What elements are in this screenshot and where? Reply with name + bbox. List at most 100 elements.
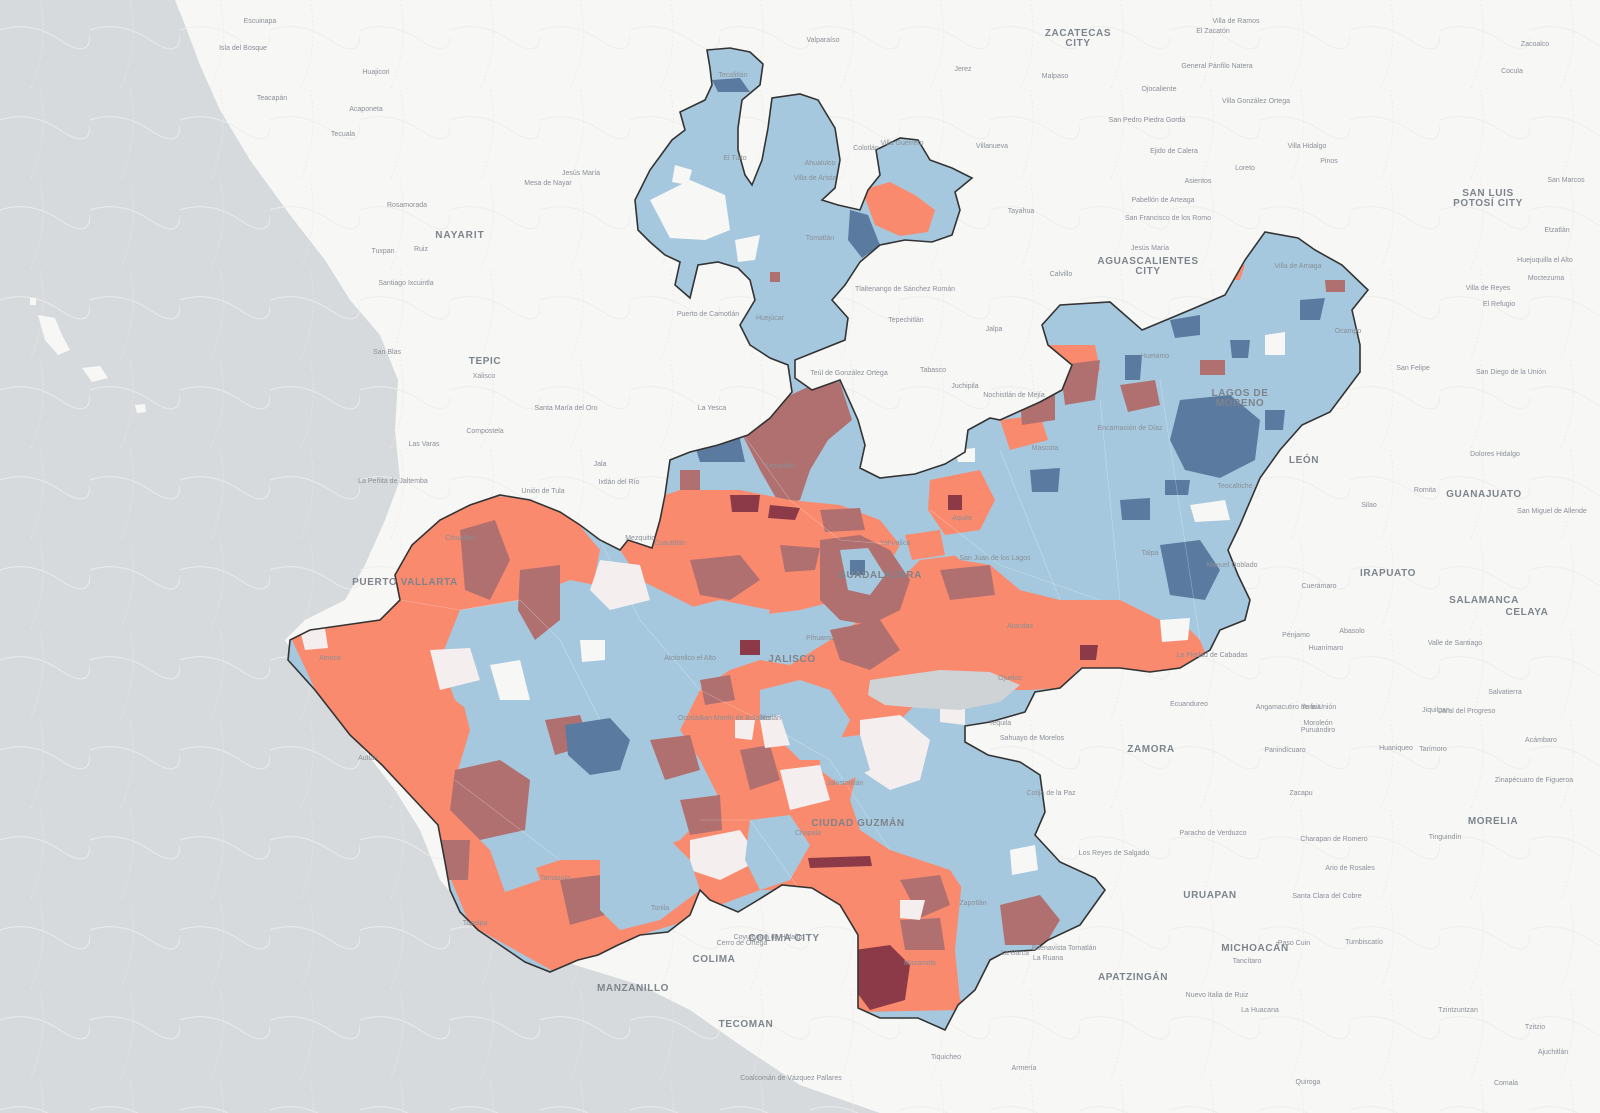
town-label: Cihuatlán xyxy=(445,535,475,542)
municipality-region-dark-red[interactable] xyxy=(1080,645,1098,660)
municipality-region-dark-red[interactable] xyxy=(730,495,760,512)
town-label: Tumbiscatío xyxy=(1345,939,1383,946)
municipality-region-dark-blue[interactable] xyxy=(1300,298,1325,320)
municipality-region-pale[interactable] xyxy=(735,235,760,262)
municipality-region-pale[interactable] xyxy=(1265,332,1285,355)
municipality-region-dark-blue[interactable] xyxy=(1160,540,1220,600)
town-label: Mazamitla xyxy=(904,960,936,967)
town-label: Cotija de la Paz xyxy=(1026,790,1076,797)
municipality-region-dark-blue[interactable] xyxy=(1120,498,1150,520)
town-label: Ocampo xyxy=(1335,328,1362,335)
municipality-region-pale[interactable] xyxy=(430,648,480,690)
municipality-region-dark-blue[interactable] xyxy=(565,718,630,775)
town-label: La Peñita de Jaltemba xyxy=(358,478,428,485)
municipality-region-pale[interactable] xyxy=(760,715,790,748)
municipality-region-dark-blue[interactable] xyxy=(1265,410,1285,430)
municipality-region-brown[interactable] xyxy=(680,470,700,490)
town-label: Pénjamo xyxy=(1282,632,1310,639)
municipality-region-salmon[interactable] xyxy=(905,530,945,560)
municipality-region-pale[interactable] xyxy=(940,705,965,725)
municipality-region-dark-red[interactable] xyxy=(948,495,962,510)
jalisco-municipalities[interactable] xyxy=(285,48,1368,1030)
municipality-region-dark-blue[interactable] xyxy=(1230,340,1250,358)
municipality-region-brown[interactable] xyxy=(900,875,950,918)
municipality-region-pale[interactable] xyxy=(1160,618,1190,642)
municipality-region-blue[interactable] xyxy=(1045,310,1080,330)
municipality-region-brown[interactable] xyxy=(680,795,722,835)
municipality-region-blue[interactable] xyxy=(640,600,770,660)
municipality-region-dark-blue[interactable] xyxy=(1170,395,1260,478)
lake-chapala xyxy=(868,670,1020,710)
town-label: Villa de Arista xyxy=(794,175,836,182)
town-label: Tecuala xyxy=(331,131,355,138)
town-label: Mascota xyxy=(1032,445,1059,452)
town-label: San Pedro Piedra Gorda xyxy=(1109,117,1186,124)
town-label: Yuriria xyxy=(1301,704,1321,711)
town-label: Moctezuma xyxy=(1528,275,1564,282)
town-label: Malpaso xyxy=(1042,73,1069,80)
municipality-region-dark-blue[interactable] xyxy=(712,78,750,92)
municipality-region-pale[interactable] xyxy=(1190,500,1230,522)
town-label: Zapotlán xyxy=(959,900,986,907)
municipality-region-pale[interactable] xyxy=(690,830,760,880)
municipality-region-pale[interactable] xyxy=(672,165,692,185)
municipality-region-salmon[interactable] xyxy=(1000,415,1048,450)
municipality-region-dark-blue[interactable] xyxy=(1125,355,1142,380)
municipality-region-brown[interactable] xyxy=(1200,360,1225,375)
municipality-region-pale[interactable] xyxy=(300,628,328,650)
town-label: Tinguindín xyxy=(1429,834,1462,841)
municipality-region-brown[interactable] xyxy=(830,620,900,670)
municipality-region-brown[interactable] xyxy=(690,555,760,600)
municipality-region-brown[interactable] xyxy=(1000,895,1060,945)
municipality-region-pale[interactable] xyxy=(900,900,925,920)
municipality-region-brown[interactable] xyxy=(650,735,700,780)
municipality-region-brown[interactable] xyxy=(1120,380,1160,412)
municipality-region-brown[interactable] xyxy=(440,840,470,880)
municipality-region-brown[interactable] xyxy=(820,508,865,532)
town-label: Nuevo Italia de Ruiz xyxy=(1186,992,1249,999)
municipality-region-pale[interactable] xyxy=(650,180,730,240)
municipality-region-dark-red[interactable] xyxy=(808,856,872,868)
municipality-region-dark-red[interactable] xyxy=(855,945,910,1010)
municipality-region-dark-red[interactable] xyxy=(768,505,800,520)
town-label: Pinos xyxy=(1320,158,1338,165)
municipality-region-pale[interactable] xyxy=(580,640,605,662)
municipality-region-blue[interactable] xyxy=(490,850,540,892)
municipality-region-brown[interactable] xyxy=(770,272,780,282)
municipality-region-salmon[interactable] xyxy=(862,182,935,236)
municipality-region-brown[interactable] xyxy=(740,745,780,790)
municipality-region-brown[interactable] xyxy=(450,760,530,840)
city-label: MANZANILLO xyxy=(597,983,669,994)
municipality-region-dark-blue[interactable] xyxy=(1170,315,1200,338)
municipality-region-brown[interactable] xyxy=(1325,280,1345,292)
municipality-region-brown[interactable] xyxy=(900,918,945,950)
town-label: Autlán xyxy=(358,755,378,762)
municipality-region-dark-blue[interactable] xyxy=(848,210,880,258)
municipality-region-pale[interactable] xyxy=(860,715,930,790)
town-label: Tarímoro xyxy=(1419,746,1447,753)
municipality-region-brown[interactable] xyxy=(518,565,560,640)
town-label: Jilotlán xyxy=(759,715,781,722)
municipality-region-pale[interactable] xyxy=(780,765,830,810)
municipality-region-brown[interactable] xyxy=(940,565,995,600)
municipality-region-blue[interactable] xyxy=(600,830,700,930)
municipality-region-brown[interactable] xyxy=(780,545,820,572)
municipality-region-brown[interactable] xyxy=(460,520,510,600)
municipality-region-dark-blue[interactable] xyxy=(1165,480,1190,495)
municipality-region-brown[interactable] xyxy=(560,875,605,925)
municipality-region-dark-blue[interactable] xyxy=(850,560,865,575)
city-label: CITY xyxy=(1135,266,1160,277)
municipality-region-pale[interactable] xyxy=(590,560,650,610)
town-label: Aquila xyxy=(952,515,972,522)
municipality-region-brown[interactable] xyxy=(700,675,735,705)
city-label: JALISCO xyxy=(768,654,816,665)
municipality-region-pale[interactable] xyxy=(490,660,530,700)
municipality-region-blue[interactable] xyxy=(745,815,810,890)
municipality-region-pale[interactable] xyxy=(1010,845,1038,875)
municipality-region-blue[interactable] xyxy=(820,735,870,785)
municipality-region-dark-blue[interactable] xyxy=(1030,468,1060,492)
municipality-region-pale[interactable] xyxy=(735,720,755,740)
municipality-region-dark-red[interactable] xyxy=(740,640,760,655)
